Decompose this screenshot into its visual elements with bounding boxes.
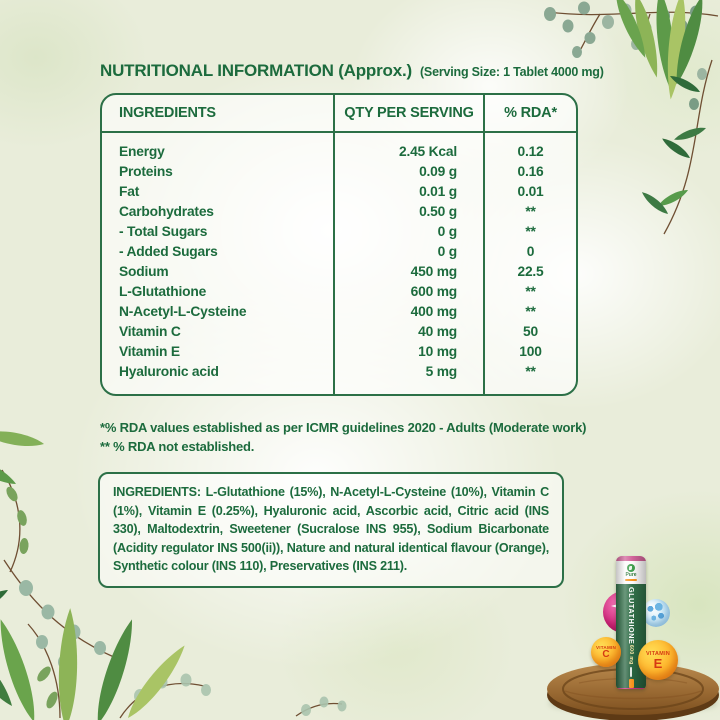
cell-name: - Total Sugars bbox=[119, 224, 208, 239]
header-qty: QTY PER SERVING bbox=[333, 95, 483, 133]
cell-qty: 600 mg bbox=[333, 282, 483, 302]
cell-name: N-Acetyl-L-Cysteine bbox=[119, 304, 247, 319]
tube-microtext-line bbox=[630, 667, 632, 678]
cell-qty: 2.45 Kcal bbox=[333, 133, 483, 162]
cell-qty: 0.01 g bbox=[333, 182, 483, 202]
brand-logo-icon bbox=[627, 564, 635, 572]
vitamin-e-label: VITAMIN bbox=[646, 650, 670, 657]
table-header-row: INGREDIENTS QTY PER SERVING % RDA* bbox=[102, 95, 576, 133]
cell-qty: 0.50 g bbox=[333, 202, 483, 222]
cell-qty: 0 g bbox=[333, 222, 483, 242]
tube-product-name: GLUTATHIONE bbox=[627, 587, 636, 645]
table-row: Proteins 0.09 g 0.16 bbox=[102, 162, 576, 182]
vitamin-c-ball: VITAMIN C bbox=[591, 637, 621, 667]
vitamin-e-letter: E bbox=[653, 655, 663, 671]
header-rda: % RDA* bbox=[483, 95, 576, 133]
wooden-board-image bbox=[547, 663, 719, 720]
tube-magenta-band bbox=[616, 688, 646, 689]
cell-qty: 450 mg bbox=[333, 262, 483, 282]
product-tube: Pure GLUTATHIONE 600 mg bbox=[616, 556, 646, 689]
cell-rda: 22.5 bbox=[483, 262, 576, 282]
cell-qty: 40 mg bbox=[333, 322, 483, 342]
cell-name: Sodium bbox=[119, 264, 169, 279]
footnote-1: *% RDA values established as per ICMR gu… bbox=[100, 420, 587, 435]
table-row: Vitamin C 40 mg 50 bbox=[102, 322, 576, 342]
cell-name: Energy bbox=[119, 144, 165, 159]
table-row: Energy 2.45 Kcal 0.12 bbox=[102, 133, 576, 162]
cell-rda: 0 bbox=[483, 242, 576, 262]
vitamin-e-ball: VITAMIN E bbox=[638, 640, 678, 680]
footnote-2: ** % RDA not established. bbox=[100, 438, 255, 454]
table-row: - Total Sugars 0 g ** bbox=[102, 222, 576, 242]
table-row: L-Glutathione 600 mg ** bbox=[102, 282, 576, 302]
cell-rda: 0.01 bbox=[483, 182, 576, 202]
table-row: Vitamin E 10 mg 100 bbox=[102, 342, 576, 362]
page-title: NUTRITIONAL INFORMATION (Approx.) (Servi… bbox=[100, 61, 604, 81]
cell-qty: 400 mg bbox=[333, 302, 483, 322]
ingredients-box: INGREDIENTS: L-Glutathione (15%), N-Acet… bbox=[98, 472, 564, 588]
cell-name: Proteins bbox=[119, 164, 173, 179]
tube-brand-area: Pure bbox=[616, 561, 646, 584]
cell-qty: 5 mg bbox=[333, 362, 483, 394]
tube-dose: 600 mg bbox=[628, 645, 634, 666]
vitamin-c-label: VITAMIN bbox=[596, 644, 616, 650]
tube-top-rim bbox=[616, 556, 646, 561]
cell-rda: ** bbox=[483, 222, 576, 242]
cell-rda: 50 bbox=[483, 322, 576, 342]
cell-name: Vitamin C bbox=[119, 324, 181, 339]
cell-rda: ** bbox=[483, 362, 576, 394]
nutrition-table: INGREDIENTS QTY PER SERVING % RDA* Energ… bbox=[100, 93, 578, 396]
cell-qty: 0 g bbox=[333, 242, 483, 262]
serving-size-note: (Serving Size: 1 Tablet 4000 mg) bbox=[419, 65, 604, 79]
flavour-chip bbox=[628, 679, 634, 689]
blue-bubble-sphere bbox=[642, 599, 670, 627]
header-ingredients: INGREDIENTS bbox=[102, 95, 333, 133]
ingredients-text: INGREDIENTS: L-Glutathione (15%), N-Acet… bbox=[113, 485, 549, 574]
cell-rda: ** bbox=[483, 302, 576, 322]
product-image: Pure GLUTATHIONE 600 mg VITAMIN C VITAMI… bbox=[535, 545, 720, 720]
cell-name: - Added Sugars bbox=[119, 244, 218, 259]
table-row: Carbohydrates 0.50 g ** bbox=[102, 202, 576, 222]
cell-name: L-Glutathione bbox=[119, 284, 207, 299]
brand-name: Pure bbox=[625, 572, 637, 578]
cell-rda: 0.12 bbox=[483, 133, 576, 162]
cell-name: Hyaluronic acid bbox=[119, 364, 219, 379]
cell-rda: ** bbox=[483, 202, 576, 222]
table-row: Sodium 450 mg 22.5 bbox=[102, 262, 576, 282]
cell-qty: 0.09 g bbox=[333, 162, 483, 182]
cell-rda: 100 bbox=[483, 342, 576, 362]
brand-accent-bar bbox=[625, 579, 637, 581]
table-row: Fat 0.01 g 0.01 bbox=[102, 182, 576, 202]
cell-name: Vitamin E bbox=[119, 344, 180, 359]
rda-footnotes: *% RDA values established as per ICMR gu… bbox=[100, 419, 600, 456]
cell-name: Fat bbox=[119, 184, 140, 199]
table-row: Hyaluronic acid 5 mg ** bbox=[102, 362, 576, 394]
cell-rda: ** bbox=[483, 282, 576, 302]
table-row: N-Acetyl-L-Cysteine 400 mg ** bbox=[102, 302, 576, 322]
title-main: NUTRITIONAL INFORMATION (Approx.) bbox=[100, 61, 412, 80]
cell-name: Carbohydrates bbox=[119, 204, 214, 219]
vitamin-c-letter: C bbox=[602, 648, 610, 660]
cell-rda: 0.16 bbox=[483, 162, 576, 182]
cell-qty: 10 mg bbox=[333, 342, 483, 362]
table-body: Energy 2.45 Kcal 0.12 Proteins 0.09 g 0.16 Fat… bbox=[102, 133, 576, 394]
